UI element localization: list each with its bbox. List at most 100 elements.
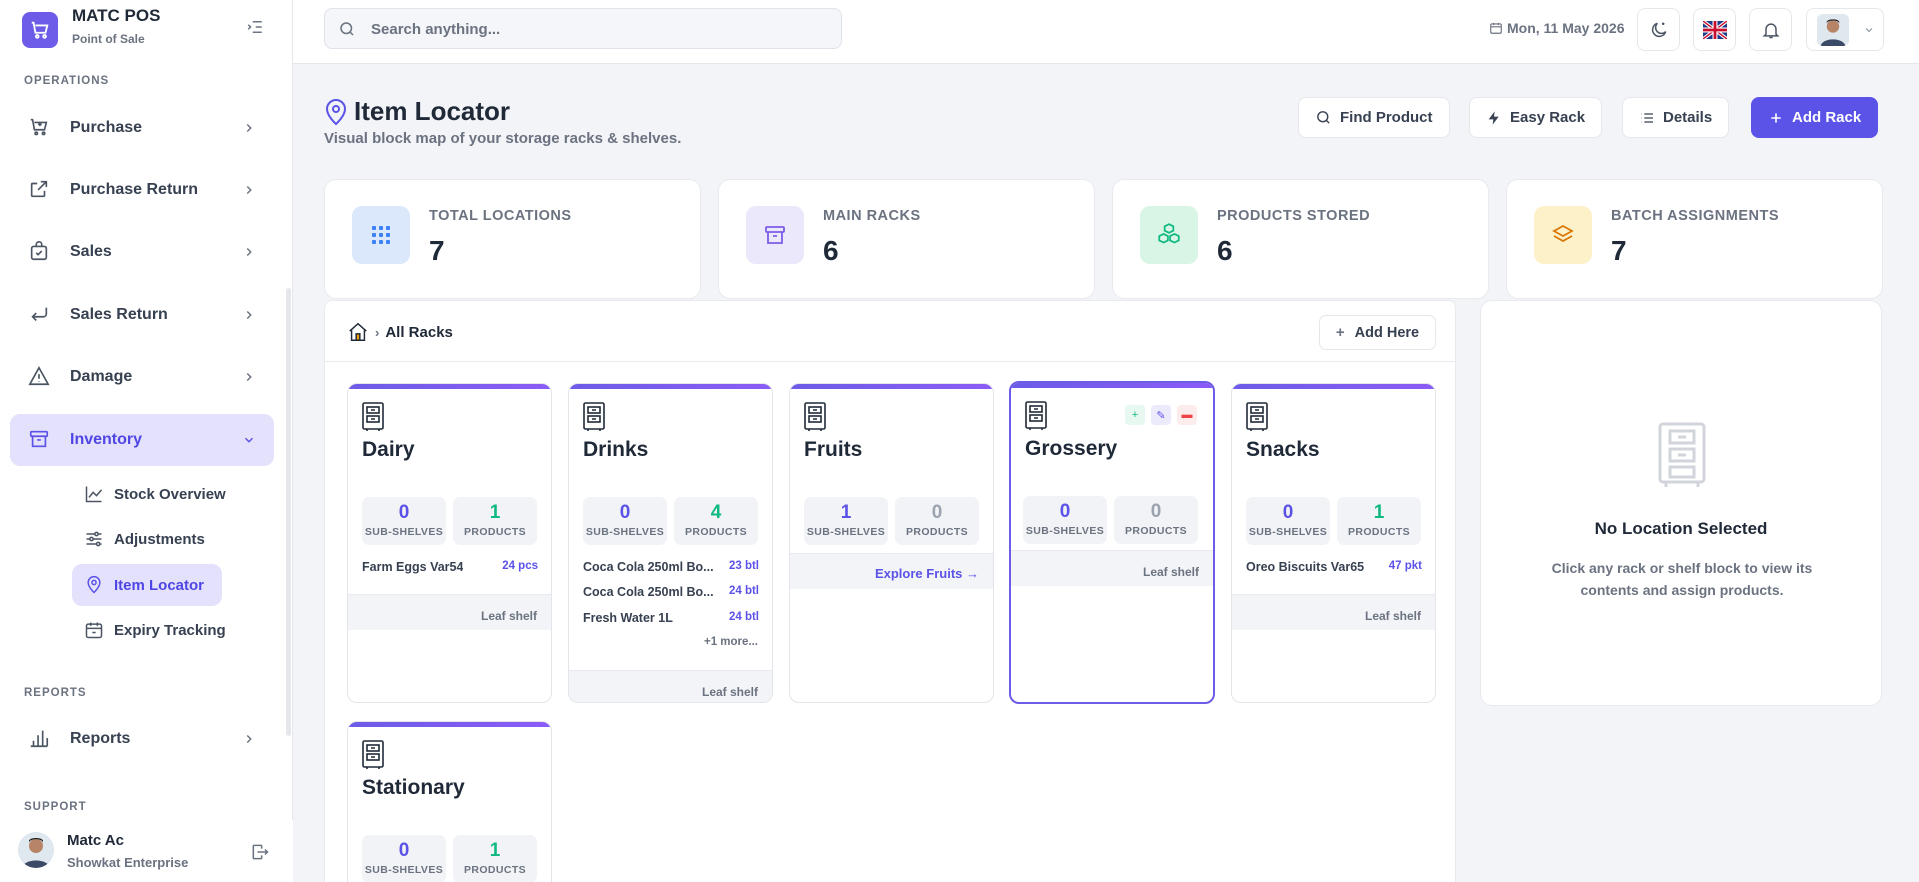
external-link-icon bbox=[28, 178, 52, 202]
sub-shelves-label: SUB-SHELVES bbox=[1025, 525, 1105, 537]
rack-name: Snacks bbox=[1246, 438, 1320, 461]
stat-value: 6 bbox=[1217, 235, 1233, 266]
sidebar-item-purchase-return[interactable]: Purchase Return bbox=[10, 164, 274, 216]
rack-name: Dairy bbox=[362, 438, 415, 461]
list-icon bbox=[1641, 112, 1653, 123]
breadcrumb-current[interactable]: All Racks bbox=[385, 323, 453, 341]
details-button[interactable]: Details bbox=[1622, 97, 1730, 138]
add-here-button[interactable]: + Add Here bbox=[1319, 315, 1436, 350]
sidebar-item-label: Reports bbox=[70, 730, 131, 747]
search-input[interactable] bbox=[371, 18, 811, 40]
product-row[interactable]: Coca Cola 250ml Bo... 24 btl bbox=[583, 585, 759, 599]
calendar-icon bbox=[1490, 22, 1502, 34]
layers-icon bbox=[1534, 206, 1592, 264]
search-box[interactable] bbox=[324, 8, 842, 49]
sidebar-item-purchase[interactable]: Purchase bbox=[10, 102, 274, 154]
lightning-icon bbox=[1488, 110, 1499, 125]
sub-shelves-count-box: 0 SUB-SHELVES bbox=[1023, 496, 1107, 544]
explore-fruits-link[interactable]: Explore Fruits → bbox=[790, 553, 993, 589]
product-name: Farm Eggs Var54 bbox=[362, 560, 464, 574]
products-count-box: 0 PRODUCTS bbox=[895, 497, 979, 545]
product-qty: 24 pcs bbox=[502, 560, 538, 572]
delete-icon[interactable]: ▬ bbox=[1177, 405, 1197, 425]
pos-logo-icon bbox=[22, 12, 58, 48]
rack-card-drinks[interactable]: Drinks 0 SUB-SHELVES 4 PRODUCTS Coca Cola … bbox=[568, 383, 773, 703]
language-button[interactable] bbox=[1693, 8, 1736, 51]
product-name: Coca Cola 250ml Bo... bbox=[583, 560, 714, 574]
product-qty: 24 btl bbox=[728, 585, 759, 597]
sub-shelves-count: 0 bbox=[619, 502, 631, 523]
chevron-right-icon bbox=[242, 308, 256, 322]
sidebar-item-label: Purchase bbox=[70, 119, 143, 136]
add-icon[interactable]: + bbox=[1125, 405, 1145, 425]
rack-card-stationary[interactable]: Stationary 0 SUB-SHELVES 1 PRODUCTS bbox=[347, 721, 552, 882]
sub-shelves-count-box: 0 SUB-SHELVES bbox=[583, 497, 667, 545]
theme-toggle-button[interactable] bbox=[1637, 8, 1680, 51]
breadcrumb-separator: › bbox=[375, 324, 380, 340]
logout-icon[interactable] bbox=[250, 842, 270, 862]
sidebar-item-label: Sales Return bbox=[70, 306, 168, 323]
products-count: 4 bbox=[710, 502, 722, 523]
sidebar-item-label: Damage bbox=[70, 368, 133, 385]
products-label: PRODUCTS bbox=[684, 526, 748, 538]
brand[interactable]: MATC POS Point of Sale bbox=[22, 6, 272, 50]
brand-subtitle: Point of Sale bbox=[72, 32, 145, 46]
product-row[interactable]: Oreo Biscuits Var65 47 pkt bbox=[1246, 560, 1422, 574]
page-title: Item Locator bbox=[324, 96, 510, 127]
section-support: SUPPORT bbox=[24, 801, 87, 813]
chevron-right-icon bbox=[242, 245, 256, 259]
sidebar: MATC POS Point of Sale OPERATIONS Purcha… bbox=[0, 0, 293, 882]
product-row[interactable]: Farm Eggs Var54 24 pcs bbox=[362, 560, 538, 574]
user-footer[interactable]: Matc Ac Showkat Enterprise bbox=[0, 820, 293, 882]
products-count-box: 1 PRODUCTS bbox=[1337, 497, 1421, 545]
rack-card-fruits[interactable]: Fruits 1 SUB-SHELVES 0 PRODUCTS Explore Fr… bbox=[789, 383, 994, 703]
divider bbox=[325, 361, 1455, 362]
product-row[interactable]: Fresh Water 1L 24 btl bbox=[583, 611, 759, 625]
notifications-button[interactable] bbox=[1749, 8, 1792, 51]
home-icon[interactable] bbox=[347, 321, 369, 343]
stat-card-main-racks: MAIN RACKS 6 bbox=[718, 179, 1095, 299]
product-row[interactable]: Coca Cola 250ml Bo... 23 btl bbox=[583, 560, 759, 574]
rack-card-dairy[interactable]: Dairy 0 SUB-SHELVES 1 PRODUCTS Farm Eggs V… bbox=[347, 383, 552, 703]
avatar bbox=[18, 832, 54, 868]
sidebar-subitem-item-locator[interactable]: Item Locator bbox=[72, 564, 223, 606]
section-operations: OPERATIONS bbox=[24, 75, 110, 87]
chevron-right-icon bbox=[242, 370, 256, 384]
profile-menu-button[interactable] bbox=[1806, 8, 1884, 51]
rack-card-snacks[interactable]: Snacks 0 SUB-SHELVES 1 PRODUCTS Oreo Biscu… bbox=[1231, 383, 1436, 703]
search-icon bbox=[338, 20, 356, 38]
uk-flag-icon bbox=[1702, 20, 1727, 39]
collapse-sidebar-icon[interactable] bbox=[246, 18, 270, 38]
sliders-icon bbox=[84, 529, 104, 549]
sidebar-item-sales-return[interactable]: Sales Return bbox=[10, 289, 274, 341]
edit-icon[interactable]: ✎ bbox=[1151, 405, 1171, 425]
sub-shelves-count-box: 0 SUB-SHELVES bbox=[362, 497, 446, 545]
details-label: Details bbox=[1663, 109, 1713, 126]
sidebar-subitem-expiry-tracking[interactable]: Expiry Tracking bbox=[72, 609, 244, 651]
easy-rack-button[interactable]: Easy Rack bbox=[1469, 97, 1603, 138]
sidebar-item-reports[interactable]: Reports bbox=[10, 713, 274, 765]
sidebar-item-damage[interactable]: Damage bbox=[10, 351, 274, 403]
sidebar-item-inventory[interactable]: Inventory bbox=[10, 414, 274, 466]
chevron-down-icon bbox=[1863, 24, 1875, 36]
stat-value: 7 bbox=[429, 235, 445, 266]
chevron-right-icon bbox=[242, 121, 256, 135]
stat-card-products-stored: PRODUCTS STORED 6 bbox=[1112, 179, 1489, 299]
more-products-link[interactable]: +1 more... bbox=[703, 636, 758, 648]
sub-shelves-count: 0 bbox=[1059, 501, 1071, 522]
sidebar-item-sales[interactable]: Sales bbox=[10, 226, 274, 278]
add-here-label: Add Here bbox=[1354, 324, 1420, 341]
sidebar-scrollbar[interactable] bbox=[286, 288, 291, 736]
sidebar-subitem-stock-overview[interactable]: Stock Overview bbox=[72, 473, 244, 515]
find-product-button[interactable]: Find Product bbox=[1298, 97, 1450, 138]
sub-shelves-label: SUB-SHELVES bbox=[806, 526, 886, 538]
sub-shelves-label: SUB-SHELVES bbox=[364, 864, 444, 876]
products-label: PRODUCTS bbox=[463, 526, 527, 538]
sidebar-subitem-adjustments[interactable]: Adjustments bbox=[72, 518, 223, 560]
add-rack-button[interactable]: Add Rack bbox=[1751, 97, 1879, 138]
archive-box-icon bbox=[746, 206, 804, 264]
sidebar-subitem-label: Adjustments bbox=[114, 530, 205, 548]
cabinet-icon bbox=[1658, 422, 1706, 487]
products-count: 0 bbox=[1150, 501, 1162, 522]
rack-card-grossery[interactable]: + ✎ ▬ Grossery 0 SUB-SHELVES 0 PRODUCTS Le… bbox=[1009, 381, 1215, 704]
